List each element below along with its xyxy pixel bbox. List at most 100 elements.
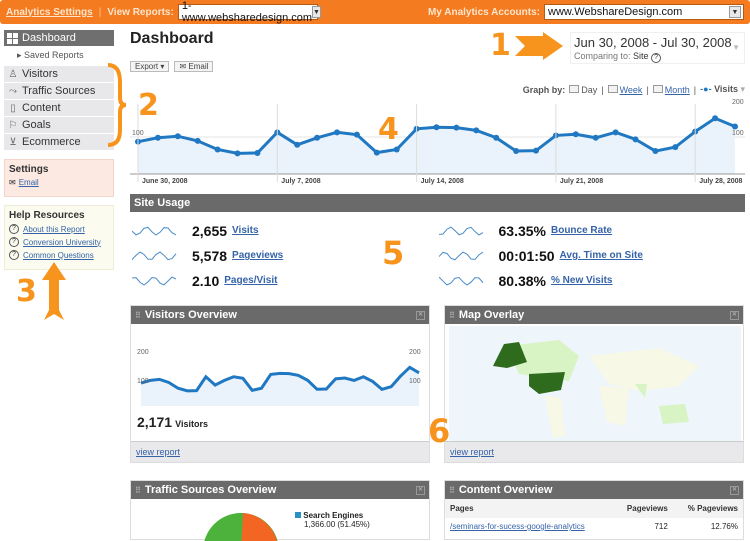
view-report-link[interactable]: view report	[136, 447, 181, 457]
main-content: Dashboard Jun 30, 2008 - Jul 30, 2008 Co…	[130, 30, 745, 289]
day-option[interactable]: Day	[569, 84, 597, 95]
accounts-select[interactable]: www.WebshareDesign.com ▼	[544, 4, 744, 20]
world-map[interactable]	[449, 326, 741, 442]
date-range-picker[interactable]: Jun 30, 2008 - Jul 30, 2008 Comparing to…	[570, 32, 745, 64]
settings-box: Settings ✉ Email	[4, 159, 114, 197]
drag-handle-icon[interactable]: ⠿	[135, 486, 141, 495]
sparkline-icon	[438, 225, 483, 236]
svg-text:100: 100	[132, 130, 144, 137]
visitor-count: 2,171	[137, 414, 173, 430]
help-icon: ?	[9, 237, 19, 247]
grid-icon	[7, 32, 18, 44]
traffic-pie-chart	[204, 513, 278, 541]
site-usage-section: Site Usage 2,655 Visits 63.35% Bounce Rate 5…	[130, 194, 745, 291]
help-icon: ?	[651, 53, 662, 63]
label: Visitors	[22, 68, 58, 80]
common-questions-link[interactable]: Common Questions	[23, 250, 94, 260]
view-reports-select[interactable]: 1-www.websharedesign.com ▼	[177, 0, 321, 24]
page-icon: ▯	[10, 102, 16, 114]
close-icon[interactable]: ✕	[416, 485, 425, 495]
line-legend-icon: -●-	[700, 84, 712, 94]
drag-handle-icon[interactable]: ⠿	[449, 311, 455, 320]
calendar-day-icon	[569, 84, 580, 93]
arrow-right-icon	[515, 32, 563, 60]
svg-text:June 30, 2008: June 30, 2008	[142, 178, 188, 185]
chevron-down-icon: ▼	[312, 6, 321, 18]
metric-link[interactable]: Bounce Rate	[550, 225, 613, 236]
analytics-settings-link[interactable]: Analytics Settings	[6, 6, 93, 18]
metric-avg-time-on-site: 00:01:50 Avg. Time on Site	[438, 245, 746, 266]
metric-link[interactable]: % New Visits	[550, 275, 613, 286]
sparkline-icon	[132, 250, 177, 260]
svg-text:July 14, 2008: July 14, 2008	[421, 178, 464, 185]
sidebar-item-goals[interactable]: ⚐ Goals	[4, 117, 114, 134]
view-report-link[interactable]: view report	[450, 447, 495, 457]
email-button[interactable]: ✉ Email	[174, 61, 214, 72]
close-icon[interactable]: ✕	[730, 485, 739, 495]
content-table: Pages Pageviews% Pageviews /seminars-for-…	[445, 499, 743, 535]
metric-link[interactable]: Avg. Time on Site	[559, 250, 643, 261]
saved-reports-link[interactable]: ▸ Saved Reports	[17, 50, 84, 60]
sidebar-item-content[interactable]: ▯ Content	[4, 100, 114, 117]
label: Traffic Sources	[22, 85, 96, 97]
svg-text:July 21, 2008: July 21, 2008	[560, 178, 603, 185]
map-overlay-panel: ⠿ Map Overlay ✕ view report	[444, 305, 744, 463]
label: Goals	[22, 119, 51, 131]
help-resources-box: Help Resources ? About this Report ? Conve…	[4, 205, 114, 270]
graph-by-label: Graph by:	[522, 84, 566, 95]
drag-handle-icon[interactable]: ⠿	[135, 311, 141, 320]
export-button[interactable]: Export ▾	[130, 61, 170, 72]
select-value: www.WebshareDesign.com	[548, 6, 683, 18]
divider: |	[98, 6, 102, 18]
sparkline-icon	[438, 276, 483, 286]
svg-text:100: 100	[137, 378, 149, 385]
annotation-5: 5	[382, 234, 405, 272]
traffic-sources-panel: ⠿ Traffic Sources Overview ✕ Search Engine…	[130, 480, 430, 541]
drag-handle-icon[interactable]: ⠿	[449, 486, 455, 495]
week-option[interactable]: Week	[607, 84, 642, 95]
graph-by-controls: Graph by: Day | Week | Month | -●- Visits ▾	[522, 84, 745, 95]
about-report-link[interactable]: About this Report	[23, 224, 85, 234]
date-range: Jun 30, 2008 - Jul 30, 2008	[574, 35, 732, 50]
sidebar-item-traffic-sources[interactable]: ⤳ Traffic Sources	[4, 83, 114, 100]
table-row: /seminars-for-sucess-google-analytics 712…	[450, 522, 738, 531]
annotation-1: 1	[490, 28, 511, 63]
visitors-overview-panel: ⠿ Visitors Overview ✕ 200 100 200 100 2,171 V…	[130, 305, 430, 463]
calendar-month-icon	[652, 84, 663, 93]
envelope-icon: ✉	[179, 62, 187, 71]
brace-icon	[107, 63, 127, 147]
sidebar-item-dashboard[interactable]: Dashboard	[4, 30, 114, 46]
calendar-week-icon	[607, 84, 618, 93]
cart-icon: ⊻	[9, 136, 17, 148]
flag-icon: ⚐	[8, 119, 18, 131]
metric-selector[interactable]: -●- Visits ▾	[700, 84, 745, 94]
close-icon[interactable]: ✕	[730, 310, 739, 320]
metric--new-visits: 80.38%% New Visits	[438, 270, 746, 291]
annotation-3: 3	[16, 274, 37, 309]
sidebar-item-visitors[interactable]: ♙ Visitors	[4, 66, 114, 83]
chevron-down-icon: ▼	[732, 43, 740, 52]
content-overview-panel: ⠿ Content Overview ✕ Pages Pageviews% Pagev…	[444, 480, 744, 540]
envelope-icon: ✉	[9, 178, 16, 187]
conversion-university-link[interactable]: Conversion University	[23, 237, 101, 247]
metric-link[interactable]: Pages/Visit	[224, 275, 278, 286]
email-settings-link[interactable]: Email	[18, 178, 39, 187]
month-option[interactable]: Month	[652, 84, 690, 95]
metric-link[interactable]: Visits	[232, 225, 259, 236]
svg-text:200: 200	[137, 349, 149, 356]
view-reports-label: View Reports:	[107, 6, 174, 18]
sidebar-item-ecommerce[interactable]: ⊻ Ecommerce	[4, 134, 114, 151]
help-icon: ?	[9, 250, 19, 260]
traffic-icon: ⤳	[9, 85, 17, 97]
sidebar: Dashboard ▸ Saved Reports ♙ Visitors ⤳ Tra…	[4, 30, 114, 270]
comparing-label: Comparing to: Site ?	[574, 51, 741, 63]
person-icon: ♙	[8, 68, 18, 80]
page-link[interactable]: /seminars-for-sucess-google-analytics	[450, 522, 585, 531]
visits-line-chart: June 30, 2008 July 7, 2008 July 14, 2008 Ju…	[130, 96, 745, 185]
svg-text:100: 100	[732, 130, 744, 137]
close-icon[interactable]: ✕	[416, 310, 425, 320]
arrow-up-icon	[42, 262, 66, 320]
annotation-4: 4	[378, 112, 399, 147]
sparkline-icon	[438, 250, 483, 260]
metric-link[interactable]: Pageviews	[232, 250, 284, 261]
